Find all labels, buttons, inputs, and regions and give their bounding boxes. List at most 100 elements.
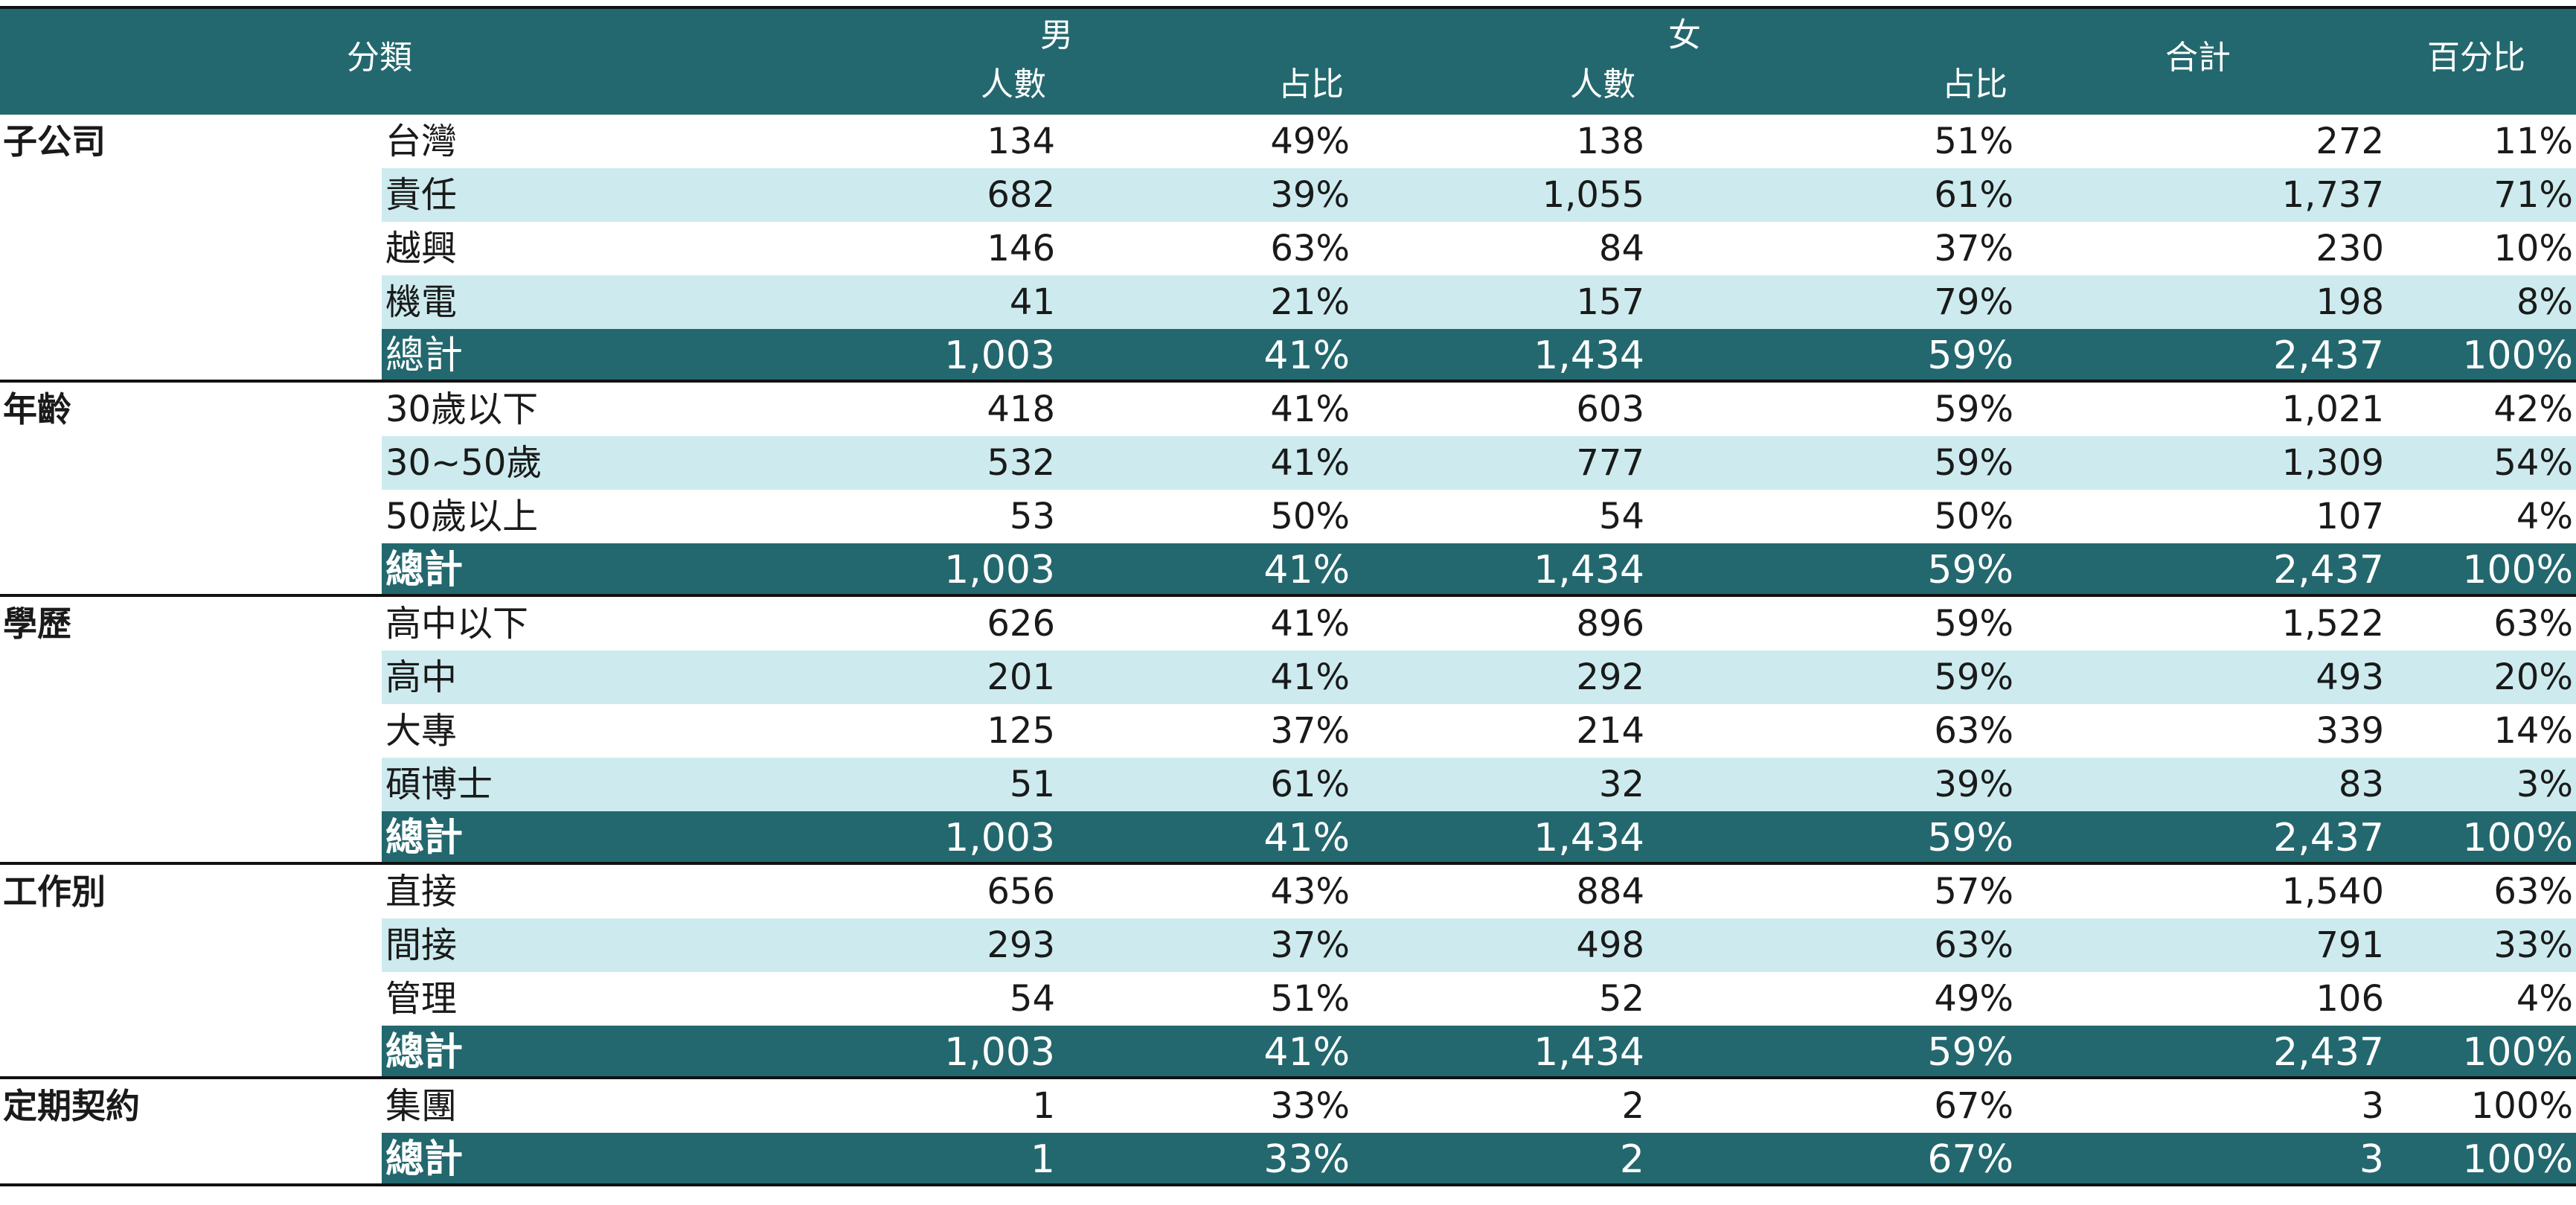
female-ratio-cell: 63% [1934,710,2013,752]
female-ratio-cell: 59% [1934,389,2013,430]
female-ratio-cell: 59% [1927,333,2013,378]
total-cell: 339 [2316,710,2384,752]
male-count-cell: 54 [1009,978,1055,1020]
table-row: 30歲以下 418 41% 603 59% 1,021 42% [0,383,2576,436]
female-count-cell: 498 [1576,924,1644,966]
row-background [382,1026,2576,1079]
total-row: 總計 1,003 41% 1,434 59% 2,437 100% [0,543,2576,597]
header-category: 分類 [347,39,412,77]
total-cell: 493 [2316,656,2384,698]
percent-cell: 10% [2493,228,2573,269]
table-row: 50歲以上 53 50% 54 50% 107 4% [0,490,2576,543]
row-background [382,275,2576,329]
female-count-cell: 1,434 [1534,548,1644,592]
table-body: 子公司 台灣 134 49% 138 51% 272 11% 責任 682 39% 1,055 61% 1… [0,115,2576,1186]
male-count-cell: 532 [987,442,1055,484]
row-background [382,918,2576,972]
header-female-count: 人數 [1570,65,1635,103]
male-ratio-cell: 63% [1270,228,1350,269]
female-count-cell: 54 [1598,496,1644,537]
total-row: 總計 1,003 41% 1,434 59% 2,437 100% [0,1026,2576,1079]
total-cell: 83 [2338,764,2384,805]
table-row: 責任 682 39% 1,055 61% 1,737 71% [0,168,2576,222]
male-count-cell: 656 [987,871,1055,912]
row-label: 責任 [385,174,458,216]
total-cell: 1,540 [2281,871,2384,912]
group-divider [0,1183,2576,1186]
female-ratio-cell: 63% [1934,924,2013,966]
female-ratio-cell: 39% [1934,764,2013,805]
female-ratio-cell: 49% [1934,978,2013,1020]
male-ratio-cell: 41% [1270,656,1350,698]
percent-cell: 100% [2462,1137,2573,1182]
row-background [382,597,2576,651]
male-count-cell: 41 [1009,281,1055,323]
row-label: 大專 [385,710,458,752]
female-count-cell: 884 [1576,871,1644,912]
percent-cell: 63% [2493,871,2573,912]
total-cell: 1,737 [2281,174,2384,216]
row-background [382,811,2576,865]
total-row: 總計 1 33% 2 67% 3 100% [0,1133,2576,1186]
row-label: 越興 [385,228,458,269]
header-female-ratio: 占比 [1942,65,2008,103]
percent-cell: 3% [2516,764,2573,805]
table-row: 越興 146 63% 84 37% 230 10% [0,222,2576,275]
male-ratio-cell: 43% [1270,871,1350,912]
category-label: 工作別 [3,872,106,912]
row-background [382,543,2576,597]
table-row: 碩博士 51 61% 32 39% 83 3% [0,758,2576,811]
row-background [382,490,2576,543]
row-background [382,222,2576,275]
table-row: 30~50歲 532 41% 777 59% 1,309 54% [0,436,2576,490]
female-count-cell: 1,434 [1534,816,1644,860]
table-row: 機電 41 21% 157 79% 198 8% [0,275,2576,329]
table-header: 分類 男 女 人數 占比 人數 占比 合計 百分比 [0,6,2576,115]
male-ratio-cell: 41% [1263,816,1350,860]
male-count-cell: 51 [1009,764,1055,805]
percent-cell: 100% [2470,1085,2573,1127]
total-cell: 1,021 [2281,389,2384,430]
male-count-cell: 1 [1032,1085,1055,1127]
row-label: 碩博士 [385,764,493,805]
total-cell: 1,522 [2281,603,2384,645]
total-cell: 2,437 [2273,333,2384,378]
header-male-ratio: 占比 [1278,65,1344,103]
category-group: 子公司 台灣 134 49% 138 51% 272 11% 責任 682 39% 1,055 61% 1… [0,115,2576,383]
percent-cell: 20% [2493,656,2573,698]
row-label: 總計 [385,333,464,378]
female-count-cell: 1,434 [1534,333,1644,378]
table-row: 集團 1 33% 2 67% 3 100% [0,1079,2576,1133]
table-row: 高中以下 626 41% 896 59% 1,522 63% [0,597,2576,651]
group-divider [0,862,2576,865]
male-count-cell: 1 [1030,1137,1055,1182]
header-male: 男 [1040,16,1073,54]
male-ratio-cell: 41% [1270,389,1350,430]
male-count-cell: 125 [987,710,1055,752]
total-cell: 2,437 [2273,1030,2384,1075]
male-ratio-cell: 51% [1270,978,1350,1020]
table-row: 台灣 134 49% 138 51% 272 11% [0,115,2576,168]
male-ratio-cell: 21% [1270,281,1350,323]
female-count-cell: 292 [1576,656,1644,698]
male-count-cell: 1,003 [944,333,1055,378]
group-divider [0,1076,2576,1079]
total-cell: 3 [2359,1137,2384,1182]
male-count-cell: 201 [987,656,1055,698]
row-background [382,704,2576,758]
category-label: 學歷 [3,604,71,644]
female-count-cell: 214 [1576,710,1644,752]
percent-cell: 14% [2493,710,2573,752]
male-ratio-cell: 41% [1263,548,1350,592]
female-ratio-cell: 37% [1934,228,2013,269]
row-background [382,436,2576,490]
row-background [382,865,2576,918]
male-ratio-cell: 33% [1270,1085,1350,1127]
female-ratio-cell: 59% [1934,603,2013,645]
row-label: 總計 [385,548,464,592]
row-label: 間接 [385,924,458,966]
percent-cell: 100% [2462,333,2573,378]
male-ratio-cell: 41% [1270,603,1350,645]
percent-cell: 4% [2516,978,2573,1020]
row-background [382,651,2576,704]
